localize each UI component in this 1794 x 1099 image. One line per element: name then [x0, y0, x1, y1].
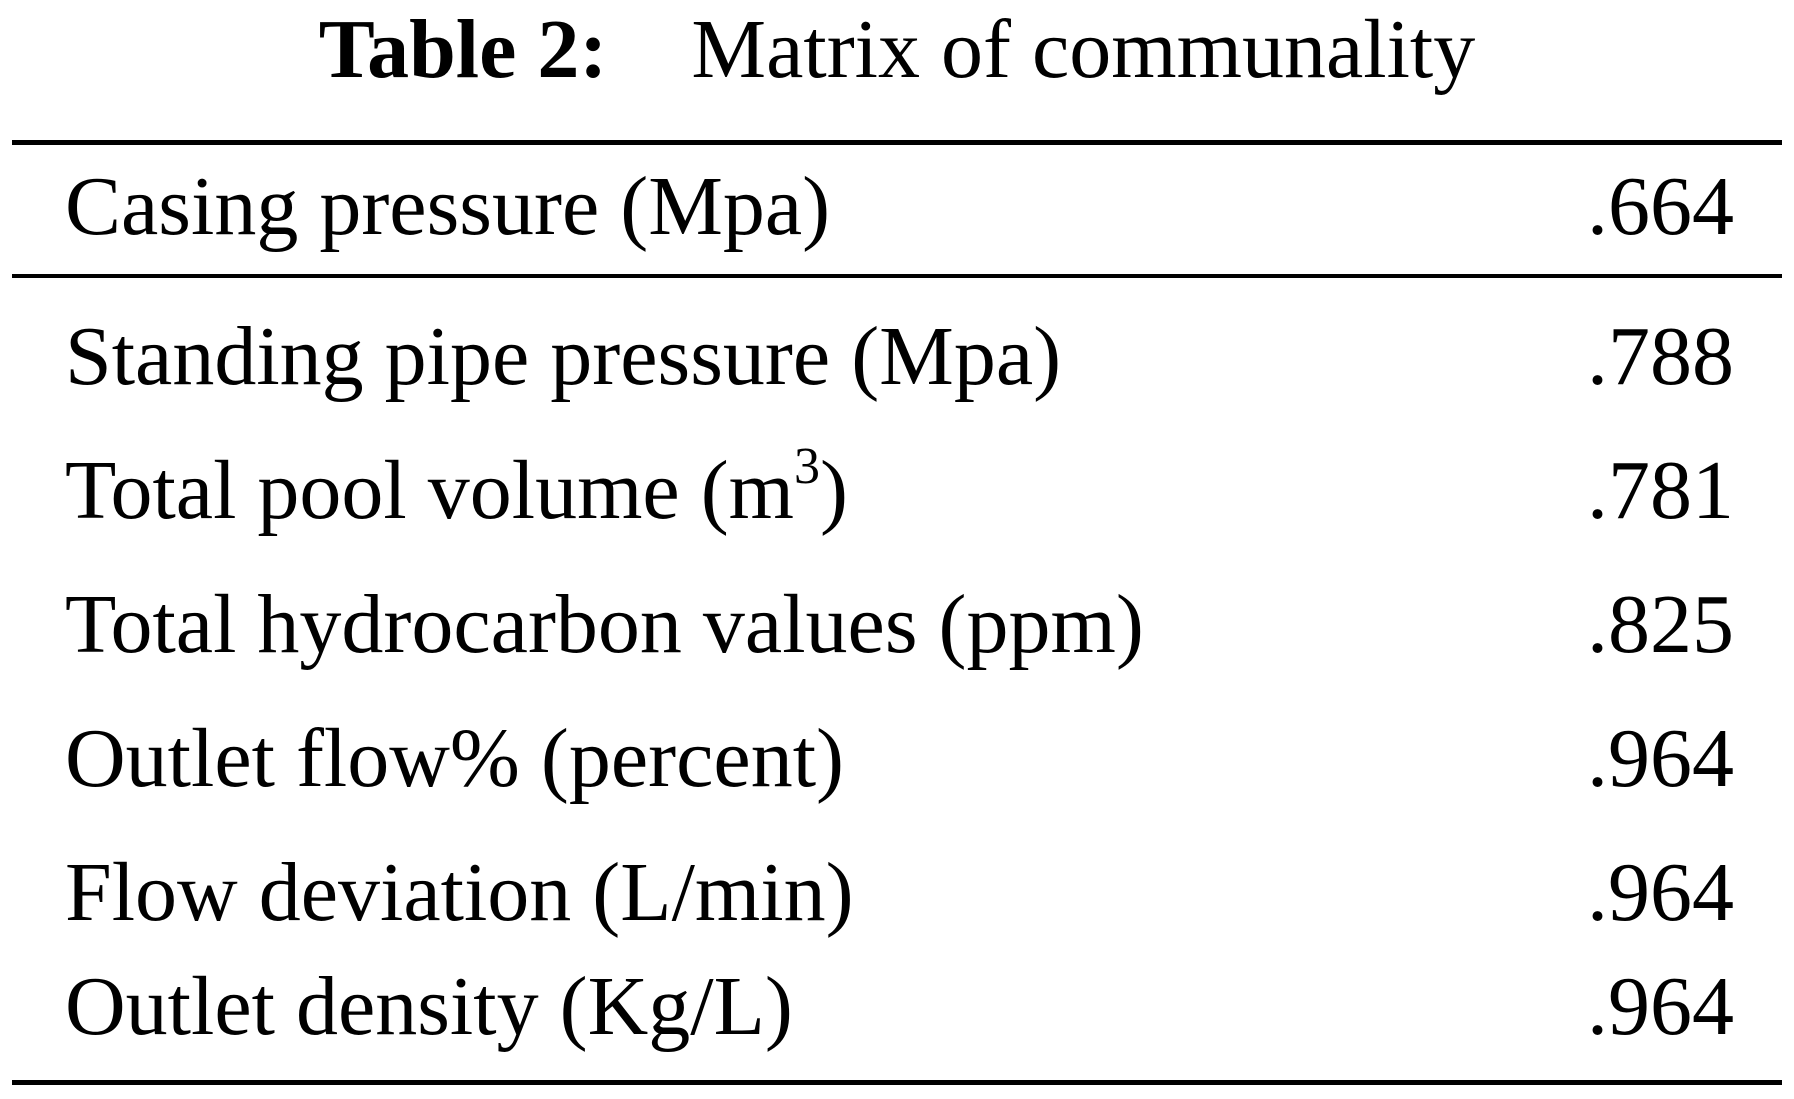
bottom-rule — [12, 1080, 1782, 1085]
table-caption-title: Matrix of communality — [691, 3, 1476, 96]
row-label: Total hydrocarbon values (ppm) — [65, 578, 1144, 671]
row-label-main: Total pool volume (m — [65, 444, 795, 537]
table-row: Outlet density (Kg/L) .964 — [0, 940, 1794, 1074]
table-row: Total hydrocarbon values (ppm) .825 — [0, 558, 1794, 692]
row-value: .788 — [1587, 310, 1734, 403]
row-value: .781 — [1587, 444, 1734, 537]
row-label: Casing pressure (Mpa) — [65, 160, 831, 253]
row-value: .964 — [1587, 846, 1734, 939]
table-caption-label: Table 2: — [318, 3, 608, 96]
table-row: Outlet flow% (percent) .964 — [0, 692, 1794, 826]
table-caption-spacer — [628, 3, 670, 96]
row-value: .964 — [1587, 960, 1734, 1053]
row-value: .964 — [1587, 712, 1734, 805]
row-label: Standing pipe pressure (Mpa) — [65, 310, 1062, 403]
row-value: .825 — [1587, 578, 1734, 671]
header-rule — [12, 274, 1782, 278]
row-label-superscript: 3 — [794, 438, 821, 495]
row-label: Outlet flow% (percent) — [65, 712, 845, 805]
row-label: Total pool volume (m3) — [65, 424, 848, 558]
table-row: Total pool volume (m3) .781 — [0, 424, 1794, 558]
table-caption: Table 2: Matrix of communality — [0, 0, 1794, 100]
row-label: Outlet density (Kg/L) — [65, 960, 793, 1053]
table-row: Standing pipe pressure (Mpa) .788 — [0, 290, 1794, 424]
row-label: Flow deviation (L/min) — [65, 846, 854, 939]
table-header-row: Casing pressure (Mpa) .664 — [0, 140, 1794, 274]
row-label-end: ) — [820, 444, 848, 537]
table-row: Flow deviation (L/min) .964 — [0, 826, 1794, 960]
row-value: .664 — [1587, 160, 1734, 253]
top-rule — [12, 140, 1782, 145]
